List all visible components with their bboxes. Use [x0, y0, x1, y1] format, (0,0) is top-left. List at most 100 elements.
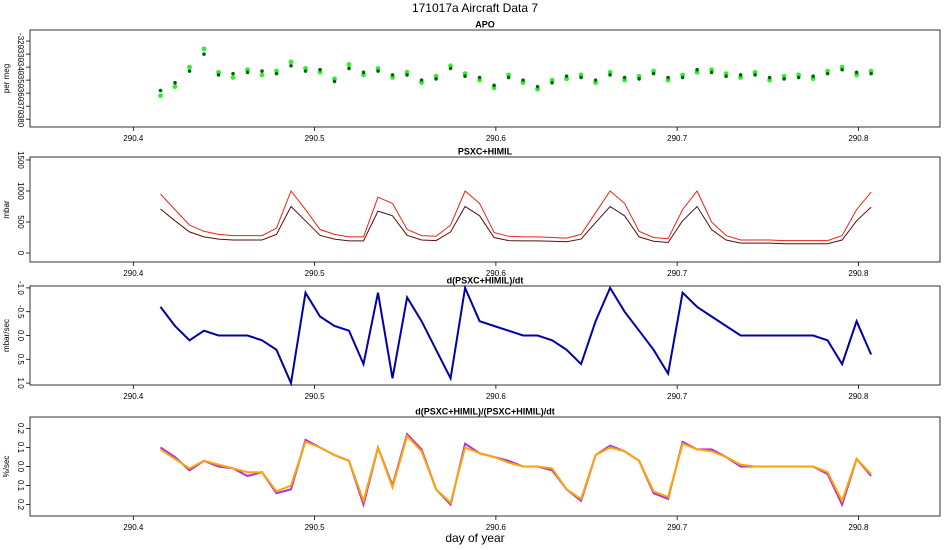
data-point — [448, 66, 453, 71]
data-point — [593, 80, 598, 86]
x-tick-label: 290.5 — [305, 392, 326, 401]
y-tick-label: 0.5 — [16, 354, 25, 366]
y-tick-label: -360 — [16, 85, 25, 102]
data-point — [767, 77, 773, 83]
data-point — [376, 69, 380, 73]
data-point — [477, 77, 482, 83]
data-point — [521, 78, 525, 82]
page-title: 171017a Aircraft Data 7 — [412, 1, 538, 15]
y-tick-label: 0.2 — [16, 499, 25, 511]
data-point — [810, 76, 816, 82]
data-line — [160, 189, 872, 242]
data-point — [158, 88, 163, 93]
data-point — [506, 72, 511, 78]
data-point — [216, 69, 221, 75]
x-tick-label: 290.4 — [123, 392, 144, 401]
data-point — [477, 75, 482, 80]
data-point — [274, 71, 279, 76]
y-tick-label: 1000 — [16, 182, 25, 200]
data-point — [578, 72, 584, 78]
y-tick-label: -320 — [16, 33, 25, 50]
y-tick-label: -370 — [16, 98, 25, 115]
data-point — [390, 75, 395, 80]
data-point — [753, 73, 757, 77]
x-tick-label: 290.5 — [305, 269, 326, 278]
data-point — [752, 69, 758, 75]
data-point — [564, 74, 569, 79]
y-tick-label: -0.5 — [16, 305, 25, 319]
x-tick-label: 290.6 — [486, 269, 507, 278]
data-point — [172, 84, 178, 90]
y-tick-label: 0 — [16, 251, 25, 256]
data-point — [158, 93, 163, 99]
data-point — [347, 66, 351, 71]
y-tick-label: 0.2 — [16, 423, 25, 435]
data-point — [709, 67, 714, 73]
data-point — [869, 71, 873, 76]
data-point — [666, 75, 670, 80]
data-point — [636, 73, 642, 79]
data-point — [201, 46, 207, 52]
y-tick-label: 500 — [16, 215, 25, 229]
data-point — [187, 64, 192, 70]
data-point — [825, 71, 830, 76]
data-point — [491, 85, 497, 91]
data-line — [159, 434, 872, 505]
data-point — [767, 75, 772, 80]
data-point — [303, 66, 308, 71]
data-point — [680, 75, 685, 80]
data-line — [159, 432, 872, 509]
data-point — [274, 68, 279, 74]
data-point — [651, 68, 656, 74]
data-point — [375, 66, 381, 71]
y-tick-label: -350 — [16, 72, 25, 89]
data-point — [202, 52, 206, 56]
data-point — [839, 64, 845, 70]
x-axis-label: day of year — [445, 531, 504, 545]
data-point — [506, 75, 511, 80]
x-tick-label: 290.7 — [667, 523, 688, 532]
data-point — [738, 73, 743, 77]
data-point — [796, 75, 801, 80]
data-point — [332, 76, 337, 82]
y-tick-label: -330 — [16, 46, 25, 63]
y-axis-label: mbar — [2, 200, 11, 219]
data-point — [260, 69, 264, 73]
data-point — [695, 67, 699, 72]
data-point — [593, 78, 598, 82]
data-point — [303, 69, 308, 73]
y-tick-label: 0.1 — [16, 480, 25, 492]
x-tick-label: 290.7 — [667, 134, 688, 143]
data-point — [607, 69, 613, 75]
y-tick-label: -340 — [16, 59, 25, 76]
panel-title: d(PSXC+HIMIL)/(PSXC+HIMIL)/dt — [415, 406, 555, 416]
data-point — [332, 79, 337, 84]
data-point — [245, 67, 250, 73]
panel-title: APO — [475, 19, 495, 29]
data-point — [738, 75, 743, 80]
data-point — [854, 72, 860, 78]
y-tick-label: -380 — [16, 111, 25, 128]
data-point — [724, 74, 728, 79]
x-tick-label: 290.4 — [123, 134, 144, 143]
data-point — [230, 75, 236, 80]
y-tick-label: -1.0 — [16, 281, 25, 295]
data-point — [665, 77, 671, 83]
data-point — [723, 71, 729, 77]
x-tick-label: 290.6 — [486, 392, 507, 401]
y-tick-label: 1.0 — [16, 378, 25, 390]
y-axis-label: mbar/sec — [2, 319, 11, 352]
data-point — [782, 77, 786, 81]
data-point — [259, 72, 265, 78]
y-axis-label: per meg — [2, 64, 11, 93]
data-point — [622, 77, 627, 83]
data-point — [680, 72, 685, 78]
plot-frame — [29, 29, 941, 128]
data-point — [231, 71, 235, 76]
plot-frame — [29, 156, 941, 263]
data-point — [535, 84, 540, 89]
data-point — [288, 59, 294, 65]
data-point — [579, 75, 583, 80]
data-point — [390, 73, 395, 77]
